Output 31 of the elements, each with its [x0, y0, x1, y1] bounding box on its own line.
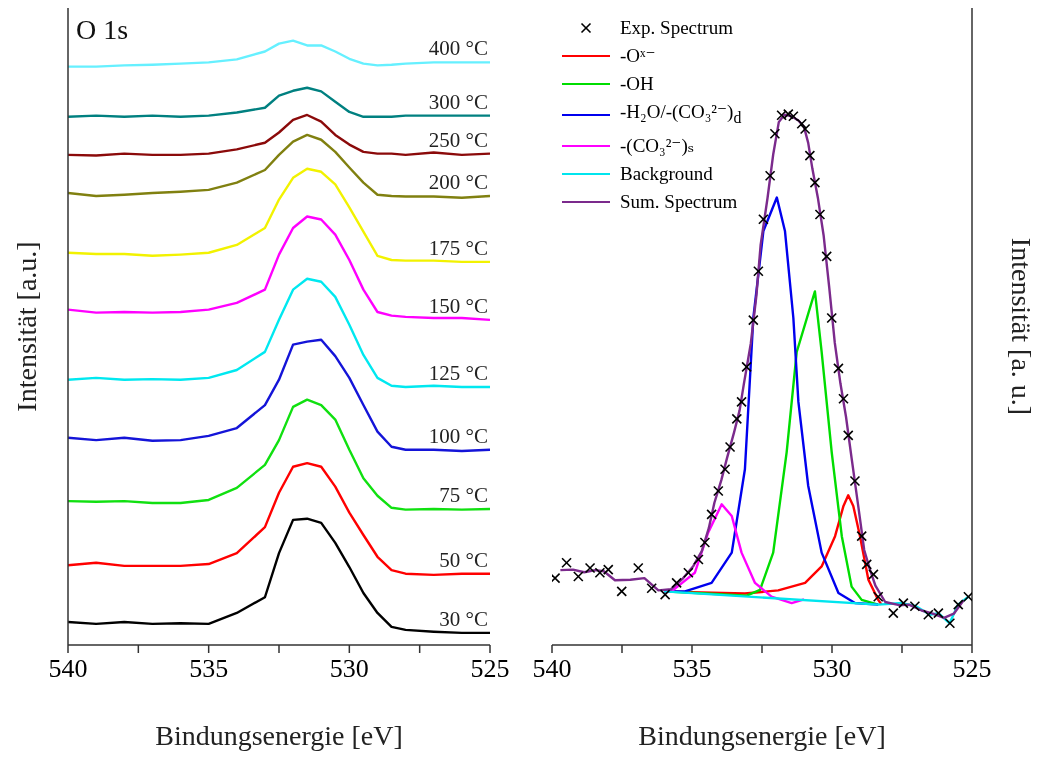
- x-tick-label: 525: [470, 654, 510, 684]
- series-label: 75 °C: [439, 483, 488, 508]
- legend-label: -OH: [620, 72, 654, 96]
- x-tick-label: 535: [189, 654, 229, 684]
- legend-label: Exp. Spectrum: [620, 16, 733, 40]
- legend-label: Sum. Spectrum: [620, 189, 738, 214]
- series-label: 400 °C: [428, 36, 488, 61]
- series-label: 300 °C: [428, 89, 488, 114]
- x-tick-label: 530: [812, 654, 852, 684]
- legend-label: -Oˣ⁻: [620, 44, 656, 68]
- series-label: 175 °C: [428, 235, 488, 260]
- x-axis-title: Bindungsenergie [eV]: [155, 720, 403, 751]
- x-tick-label: 530: [329, 654, 369, 684]
- series-label: 125 °C: [428, 360, 488, 385]
- series-label: 150 °C: [428, 293, 488, 318]
- x-tick-label: 535: [672, 654, 712, 684]
- legend-label: Background: [620, 161, 713, 186]
- annotation: O 1s: [76, 14, 129, 46]
- legend-label: -(CO₃²⁻)ₛ: [620, 133, 695, 158]
- series-label: 50 °C: [439, 547, 488, 572]
- y-axis-title: Intensität [a.u.]: [11, 241, 43, 412]
- series-label: 100 °C: [428, 423, 488, 448]
- y2-axis-title: Intensität [a. u.]: [1005, 237, 1037, 416]
- x-axis-title: Bindungsenergie [eV]: [638, 720, 886, 751]
- series-label: 30 °C: [439, 606, 488, 631]
- x-tick-label: 540: [48, 654, 88, 684]
- series-label: 250 °C: [428, 127, 488, 152]
- x-tick-label: 540: [532, 654, 572, 684]
- series-label: 200 °C: [428, 169, 488, 194]
- x-tick-label: 525: [952, 654, 992, 684]
- legend-label: -H₂O/-(CO₃²⁻)$_{d}$: [620, 100, 742, 128]
